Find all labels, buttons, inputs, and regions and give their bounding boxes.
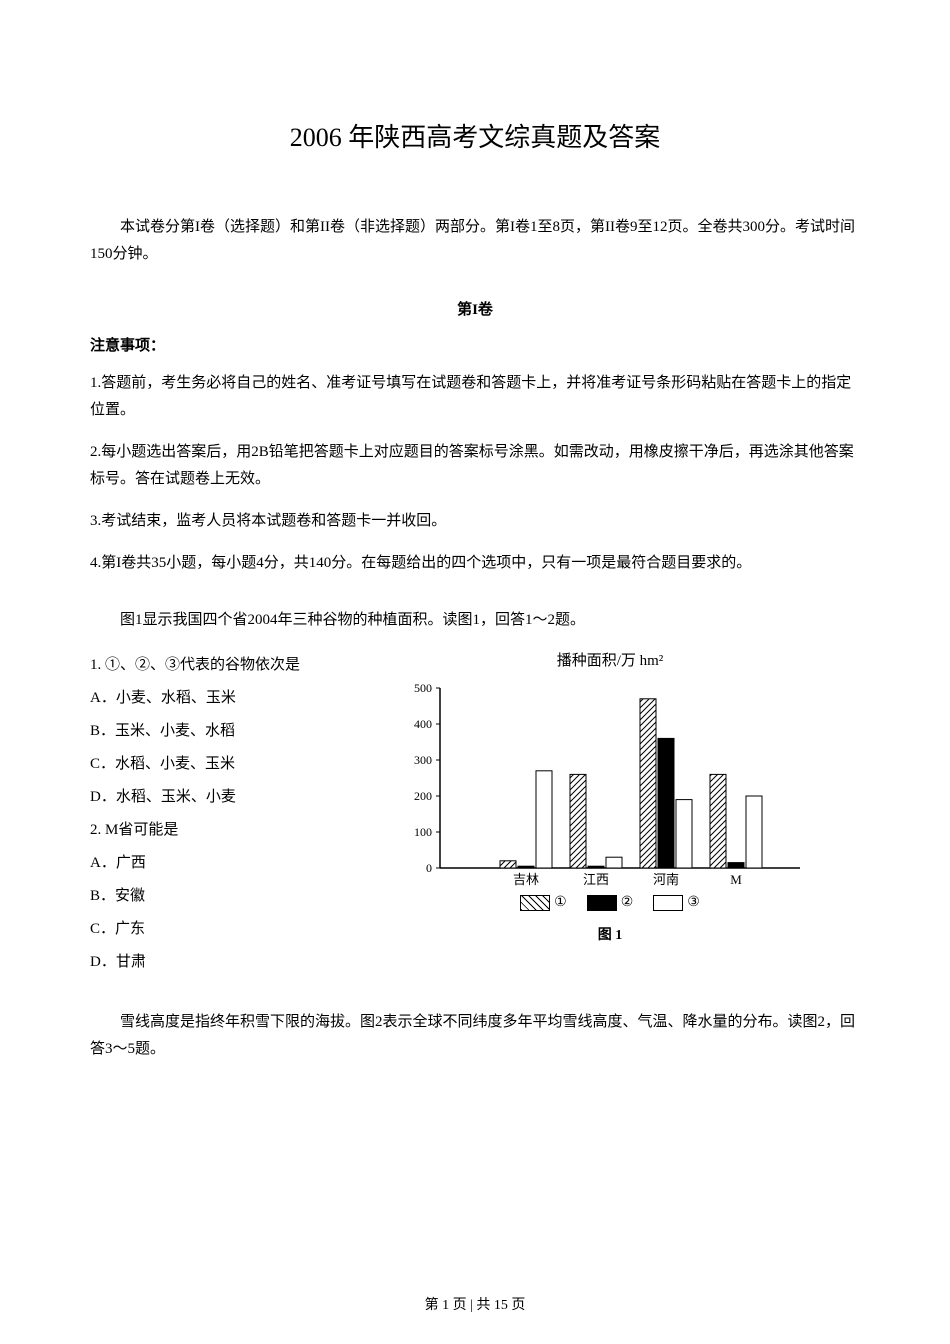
legend-item: ① xyxy=(520,894,567,911)
notice-item-2: 2.每小题选出答案后，用2B铅笔把答题卡上对应题目的答案标号涂黑。如需改动，用橡… xyxy=(90,439,860,493)
document-title: 2006 年陕西高考文综真题及答案 xyxy=(90,117,860,154)
svg-text:河南: 河南 xyxy=(653,872,679,887)
notice-item-3: 3.考试结束，监考人员将本试题卷和答题卡一并收回。 xyxy=(90,508,860,535)
chart-legend: ① ② ③ xyxy=(400,894,820,916)
q1-stem: 1. ①、②、③代表的谷物依次是 xyxy=(90,649,370,682)
notice-item-1: 1.答题前，考生务必将自己的姓名、准考证号填写在试题卷和答题卡上，并将准考证号条… xyxy=(90,370,860,424)
q1-intro: 图1显示我国四个省2004年三种谷物的种植面积。读图1，回答1～2题。 xyxy=(90,607,860,634)
svg-text:吉林: 吉林 xyxy=(513,872,539,887)
section-1-heading: 第I卷 xyxy=(90,298,860,319)
chart-y-axis-title: 播种面积/万 hm² xyxy=(400,649,820,670)
svg-text:300: 300 xyxy=(414,753,432,767)
q1-option-c: C．水稻、小麦、玉米 xyxy=(90,748,370,781)
page-footer: 第 1 页 | 共 15 页 xyxy=(0,1294,950,1314)
svg-text:M: M xyxy=(730,872,742,887)
q1-option-d: D．水稻、玉米、小麦 xyxy=(90,781,370,814)
q2-option-a: A．广西 xyxy=(90,847,370,880)
notice-heading: 注意事项： xyxy=(90,334,860,355)
q1-option-b: B．玉米、小麦、水稻 xyxy=(90,715,370,748)
svg-text:江西: 江西 xyxy=(583,872,609,887)
svg-text:500: 500 xyxy=(414,681,432,695)
svg-text:200: 200 xyxy=(414,789,432,803)
svg-text:400: 400 xyxy=(414,717,432,731)
q1-option-a: A．小麦、水稻、玉米 xyxy=(90,682,370,715)
q2-stem: 2. M省可能是 xyxy=(90,814,370,847)
svg-text:100: 100 xyxy=(414,825,432,839)
chart-figure-1: 播种面积/万 hm² 0100200300400500吉林江西河南M ①②③ 图… xyxy=(400,649,820,929)
svg-text:0: 0 xyxy=(426,861,432,875)
bar-chart: 0 100 200 300 400 500 吉林 江西 河南 M xyxy=(400,678,800,888)
intro-paragraph: 本试卷分第I卷（选择题）和第II卷（非选择题）两部分。第I卷1至8页，第II卷9… xyxy=(90,214,860,268)
q2-option-d: D．甘肃 xyxy=(90,946,370,979)
legend-item: ③ xyxy=(653,894,700,911)
q2-option-b: B．安徽 xyxy=(90,880,370,913)
legend-item: ② xyxy=(587,894,634,911)
q3-intro: 雪线高度是指终年积雪下限的海拔。图2表示全球不同纬度多年平均雪线高度、气温、降水… xyxy=(90,1009,860,1063)
notice-item-4: 4.第I卷共35小题，每小题4分，共140分。在每题给出的四个选项中，只有一项是… xyxy=(90,550,860,577)
q2-option-c: C．广东 xyxy=(90,913,370,946)
figure-1-caption: 图 1 xyxy=(400,924,820,944)
